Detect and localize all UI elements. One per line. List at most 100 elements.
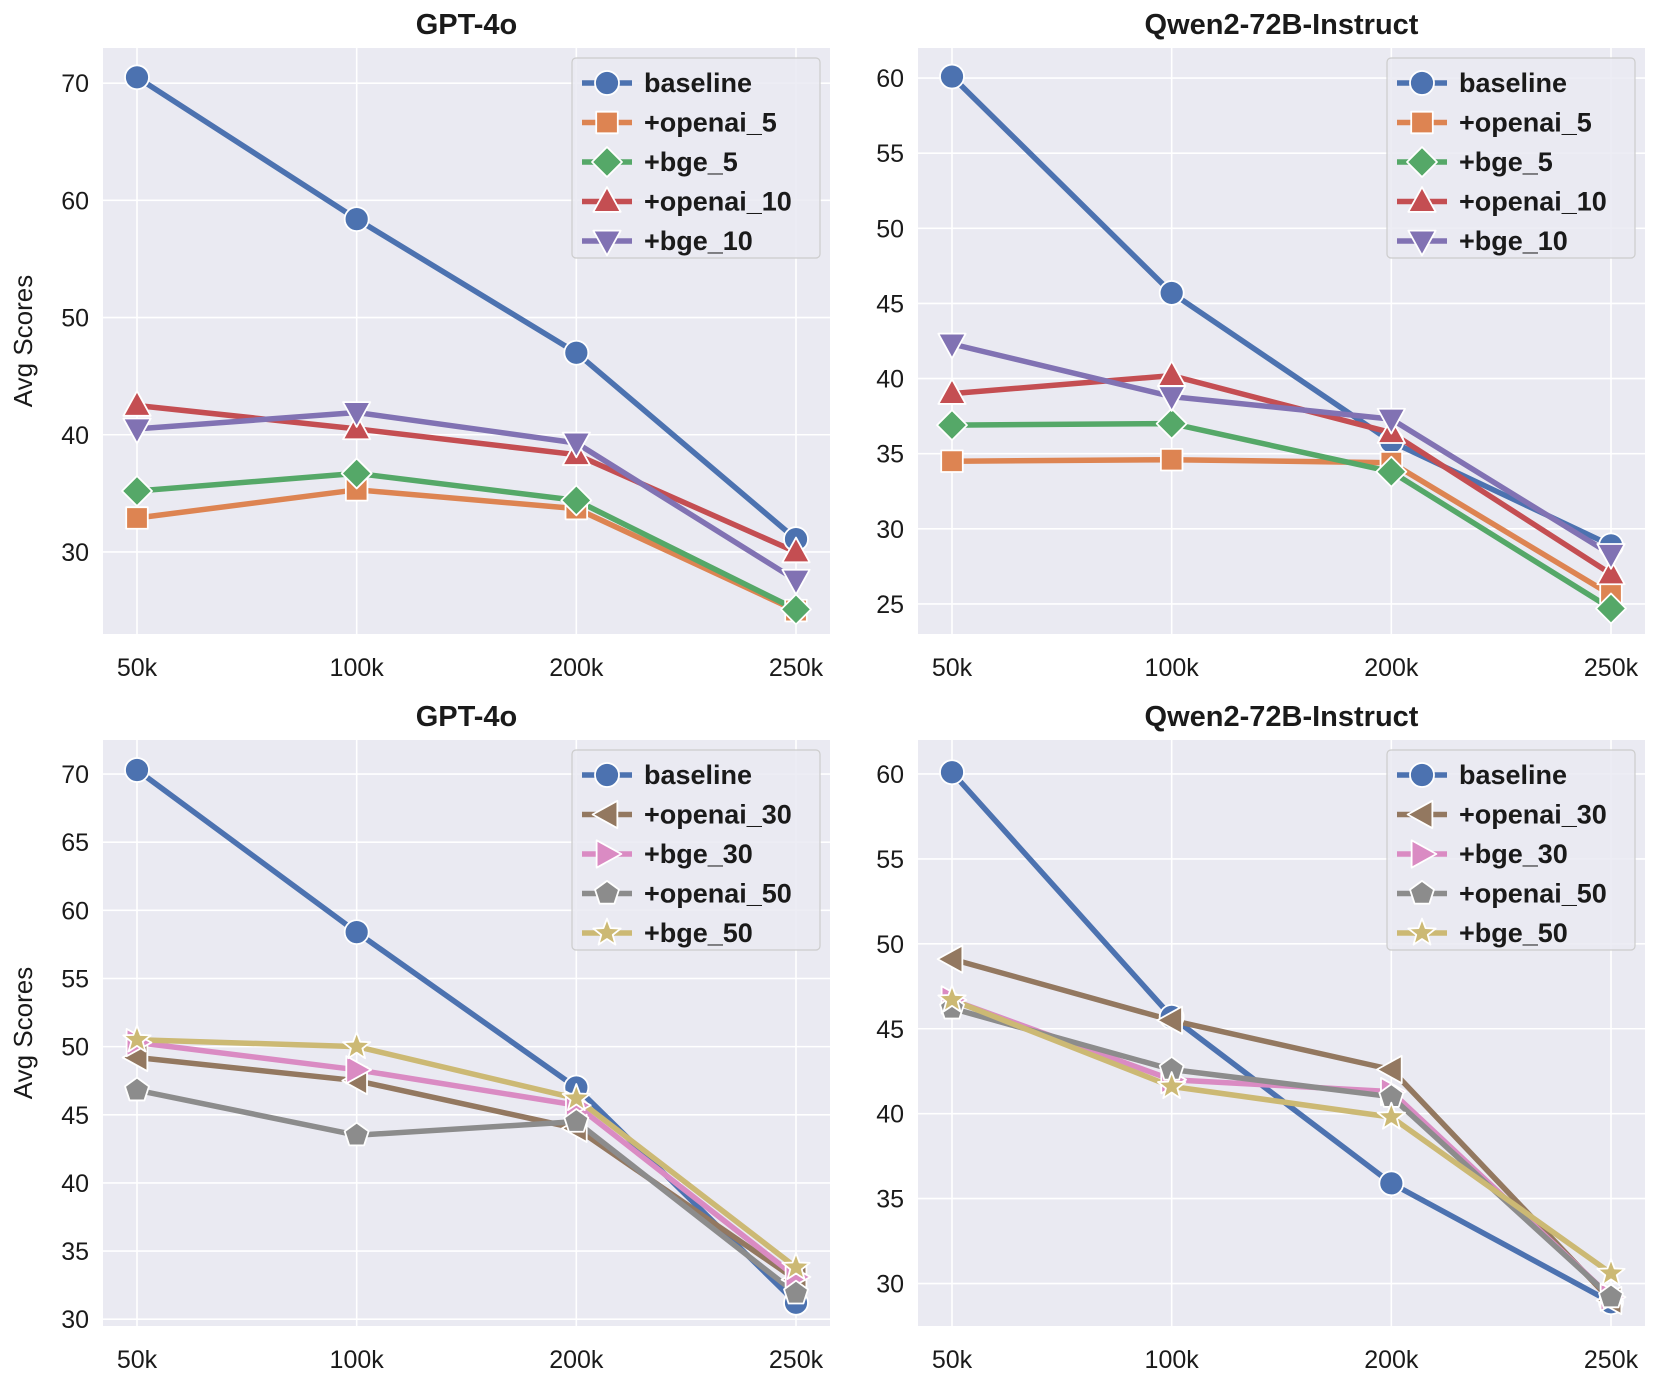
- series-line-bge-50: [949, 997, 1614, 1277]
- series-line-openai-50: [134, 1087, 799, 1297]
- legend-box: [571, 749, 821, 951]
- legend-entry-baseline: baseline: [582, 760, 752, 790]
- y-tick-label: 45: [61, 1102, 89, 1130]
- legend-label: +openai_50: [1459, 879, 1607, 909]
- legend-marker-bge-50: [1407, 917, 1437, 946]
- legend-entry-openai-50: +openai_50: [582, 879, 792, 909]
- gridlines: [103, 740, 830, 1326]
- legend-entry-baseline: baseline: [1397, 760, 1567, 790]
- legend-label: +openai_50: [644, 879, 792, 909]
- series-lines: [949, 73, 1614, 612]
- y-axis-label: Avg Scores: [8, 275, 38, 407]
- legend-entry-bge-30: +bge_30: [1397, 839, 1568, 869]
- x-tick-label: 50k: [932, 654, 973, 682]
- legend-label: +bge_10: [1459, 226, 1568, 256]
- chart-title: Qwen2-72B-Instruct: [1145, 701, 1419, 733]
- series-markers-bge-50: [937, 984, 1626, 1286]
- legend: baseline +openai_30 +bge_30 +openai_50 +bge_…: [571, 749, 821, 951]
- y-tick-label: 30: [61, 1306, 89, 1334]
- legend-marker-bge-5: [591, 146, 623, 178]
- legend-label: +bge_50: [1459, 918, 1568, 948]
- data-point-openai-5: [1159, 448, 1184, 472]
- legend-label: baseline: [1459, 68, 1567, 98]
- y-tick-label: 45: [876, 1016, 904, 1044]
- legend-marker-openai-30: [1406, 799, 1434, 830]
- data-point-openai-30: [1376, 1054, 1403, 1085]
- legend-entry-openai-10: +openai_10: [1397, 186, 1607, 217]
- data-point-openai-50: [1598, 1283, 1624, 1309]
- data-point-bge-5: [1155, 407, 1188, 440]
- data-point-baseline: [1378, 1170, 1405, 1197]
- data-point-bge-10: [781, 568, 811, 596]
- legend-label: +bge_30: [644, 839, 753, 869]
- series-line-openai-30: [949, 956, 1614, 1304]
- legend: baseline +openai_30 +bge_30 +openai_50 +bge_…: [1386, 749, 1636, 951]
- y-tick-label: 40: [876, 366, 904, 394]
- legend-label: baseline: [1459, 760, 1567, 790]
- series-line-openai-10: [134, 402, 799, 555]
- y-tick-label: 60: [61, 897, 89, 925]
- data-point-bge-50: [122, 1024, 152, 1053]
- legend-entry-bge-5: +bge_5: [582, 146, 738, 178]
- legend-marker-openai-50: [594, 880, 620, 905]
- data-point-openai-10: [1596, 558, 1626, 586]
- legend-label: +bge_5: [644, 147, 738, 177]
- series-line-bge-30: [134, 1039, 799, 1280]
- y-tick-label: 50: [876, 931, 904, 959]
- data-point-baseline: [124, 64, 150, 91]
- series-markers-openai-50: [124, 1076, 809, 1305]
- y-tick-label: 30: [876, 516, 904, 544]
- series-line-bge-50: [134, 1037, 799, 1271]
- x-tick-label: 200k: [1364, 654, 1419, 682]
- data-point-bge-50: [1157, 1071, 1187, 1100]
- legend-marker-baseline: [1409, 70, 1435, 96]
- data-point-openai-10: [781, 536, 811, 564]
- legend-entry-openai-30: +openai_30: [582, 800, 792, 830]
- y-tick-label: 40: [876, 1101, 904, 1129]
- data-point-baseline: [1158, 280, 1185, 306]
- series-line-openai-5: [949, 456, 1614, 598]
- y-tick-label: 55: [876, 846, 904, 874]
- x-tick-label: 250k: [769, 654, 824, 682]
- data-point-bge-5: [340, 457, 373, 490]
- legend-marker-openai-30: [591, 799, 619, 830]
- x-tick-label: 50k: [932, 1346, 973, 1374]
- y-tick-label: 60: [876, 761, 904, 789]
- legend-entry-openai-5: +openai_5: [582, 108, 777, 138]
- legend-entry-bge-10: +bge_10: [582, 226, 753, 257]
- series-lines: [134, 74, 799, 614]
- data-point-bge-10: [342, 401, 372, 428]
- chart-panel-1: 30 40 50 60 70 50k 100k 200k 250k GPT-4o Avg Score…: [8, 9, 830, 682]
- x-tick-label: 100k: [1145, 654, 1200, 682]
- legend-marker-bge-50: [592, 917, 622, 946]
- y-tick-label: 35: [876, 441, 904, 469]
- legend-entry-openai-5: +openai_5: [1397, 108, 1592, 138]
- y-tick-label: 50: [61, 1034, 89, 1062]
- data-point-bge-10: [122, 417, 152, 445]
- y-tick-label: 40: [61, 422, 89, 450]
- legend-marker-bge-5: [1406, 146, 1438, 178]
- legend-label: baseline: [644, 68, 752, 98]
- legend: baseline +openai_5 +bge_5 +openai_10 +bge_10: [1386, 57, 1636, 259]
- series-markers-bge-10: [122, 401, 811, 596]
- data-point-bge-5: [121, 475, 153, 507]
- series-markers-bge-50: [122, 1024, 811, 1280]
- series-markers-bge-5: [936, 407, 1627, 625]
- y-tick-label: 65: [61, 829, 89, 857]
- chart-panel-3: 30 35 40 45 50 55 60 65 70 50k 100k 200k 250k GPT-4o A…: [8, 701, 830, 1374]
- legend-label: +openai_30: [644, 800, 792, 830]
- data-point-baseline: [563, 339, 590, 366]
- legend-marker-baseline: [1409, 762, 1435, 788]
- data-point-openai-5: [940, 449, 964, 473]
- legend-entry-openai-10: +openai_10: [582, 186, 792, 217]
- data-point-openai-10: [122, 390, 152, 417]
- legend-label: +openai_10: [1459, 187, 1607, 217]
- x-tick-label: 100k: [1145, 1346, 1200, 1374]
- data-point-bge-10: [561, 431, 591, 459]
- data-point-bge-50: [1376, 1101, 1406, 1130]
- legend-marker-openai-10: [1407, 186, 1437, 213]
- legend-label: baseline: [644, 760, 752, 790]
- legend-entry-bge-50: +bge_50: [1397, 917, 1568, 948]
- x-tick-label: 250k: [769, 1346, 824, 1374]
